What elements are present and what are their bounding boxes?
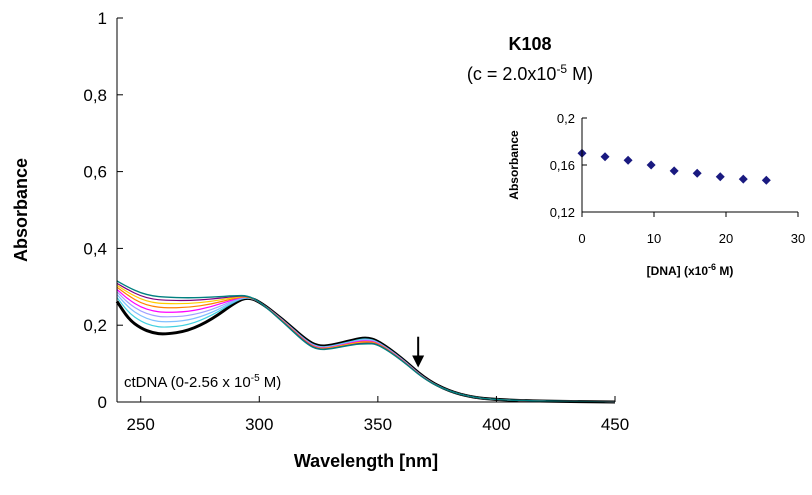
spectrum-line-9 bbox=[116, 280, 616, 403]
chart-subtitle: (c = 2.0x10-5 M) bbox=[467, 62, 593, 84]
inset-x-tick-label: 30 bbox=[791, 231, 805, 246]
main-y-tick-label: 0,4 bbox=[83, 239, 107, 258]
main-x-tick-label: 300 bbox=[245, 415, 273, 434]
decrease-arrow-icon bbox=[412, 336, 425, 368]
inset-x-ticks: 0 10 20 30 bbox=[578, 212, 805, 246]
chart-title: K108 bbox=[508, 34, 551, 54]
main-y-tick-label: 0,8 bbox=[83, 86, 107, 105]
inset-y-axis-label: Absorbance bbox=[507, 130, 521, 200]
main-x-tick-label: 400 bbox=[482, 415, 510, 434]
inset-y-ticks: 0,12 0,16 0,2 bbox=[550, 111, 587, 220]
main-y-tick-label: 0 bbox=[98, 393, 107, 412]
main-plot: 0 0,2 0,4 0,6 0,8 1 250 300 350 400 450 Wavelengt… bbox=[11, 9, 629, 471]
main-x-axis-label: Wavelength [nm] bbox=[294, 451, 438, 471]
inset-plot: 0,12 0,16 0,2 0 10 20 30 [DNA] (x10-6 M) Abso… bbox=[507, 111, 805, 278]
inset-x-axis-label: [DNA] (x10-6 M) bbox=[647, 262, 734, 278]
inset-x-tick-label: 0 bbox=[578, 231, 585, 246]
inset-y-tick-label: 0,16 bbox=[550, 158, 575, 173]
main-y-tick-label: 0,2 bbox=[83, 316, 107, 335]
inset-data-point bbox=[623, 155, 633, 165]
inset-data-point bbox=[738, 174, 748, 184]
inset-x-tick-label: 10 bbox=[647, 231, 661, 246]
main-x-tick-label: 450 bbox=[601, 415, 629, 434]
main-y-axis-label: Absorbance bbox=[11, 158, 31, 262]
inset-data-point bbox=[646, 160, 656, 170]
inset-points-group bbox=[577, 148, 771, 185]
inset-data-point bbox=[715, 172, 725, 182]
inset-data-point bbox=[669, 166, 679, 176]
main-y-ticks: 0 0,2 0,4 0,6 0,8 1 bbox=[83, 9, 123, 412]
inset-x-tick-label: 20 bbox=[719, 231, 733, 246]
main-x-tick-label: 250 bbox=[127, 415, 155, 434]
inset-y-tick-label: 0,12 bbox=[550, 205, 575, 220]
inset-data-point bbox=[692, 168, 702, 178]
spectra-series-group bbox=[115, 280, 616, 404]
main-x-tick-label: 350 bbox=[364, 415, 392, 434]
main-x-ticks: 250 300 350 400 450 bbox=[127, 396, 629, 434]
inset-data-point bbox=[761, 175, 771, 185]
inset-y-tick-label: 0,2 bbox=[557, 111, 575, 126]
titration-annotation: ctDNA (0-2.56 x 10-5 M) bbox=[124, 373, 281, 391]
inset-data-point bbox=[600, 152, 610, 162]
main-y-tick-label: 0,6 bbox=[83, 163, 107, 182]
main-y-tick-label: 1 bbox=[98, 9, 107, 28]
